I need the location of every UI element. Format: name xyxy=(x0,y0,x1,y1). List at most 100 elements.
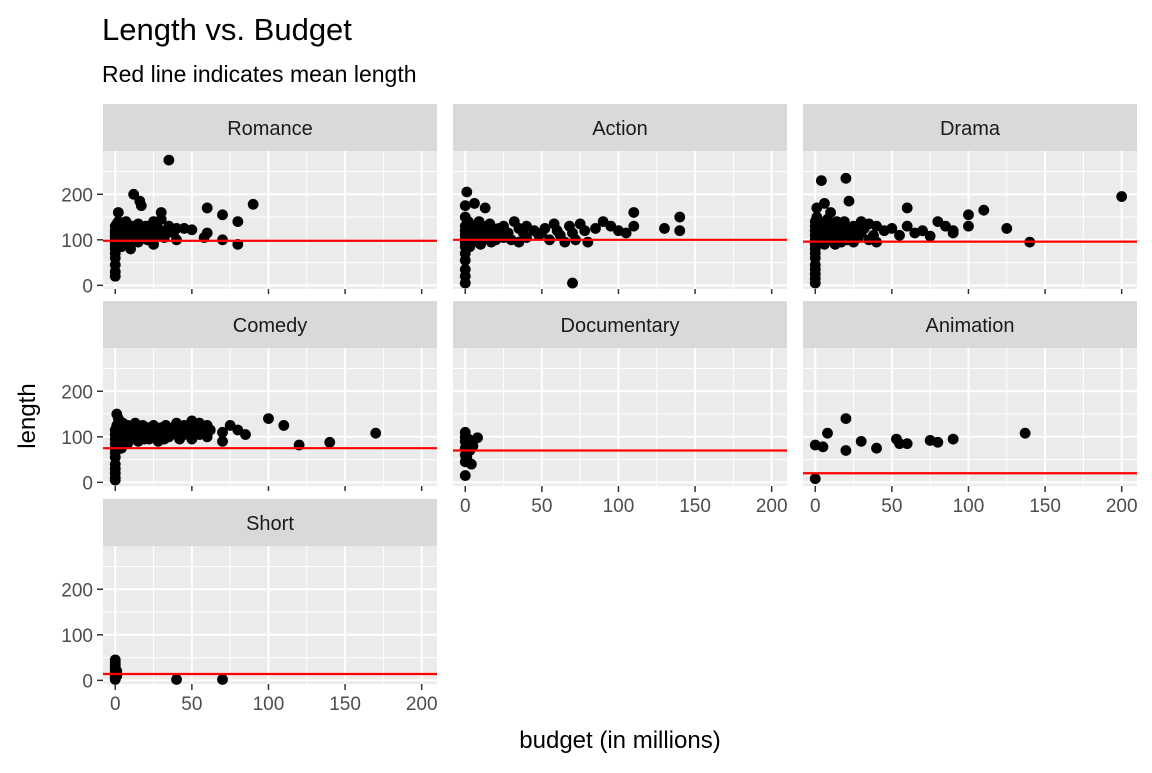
data-point xyxy=(567,277,578,289)
x-tick-label: 200 xyxy=(406,694,438,715)
data-point xyxy=(278,420,290,431)
data-point xyxy=(201,202,213,214)
y-tick-label: 0 xyxy=(82,671,93,692)
data-point xyxy=(674,225,686,237)
data-point xyxy=(628,207,640,218)
chart-title: Length vs. Budget xyxy=(102,12,352,47)
data-point xyxy=(465,458,477,470)
data-point xyxy=(963,220,974,232)
panel-background-short xyxy=(103,546,437,684)
data-point xyxy=(370,427,382,439)
facet-romance: Romance 0 100 200 xyxy=(61,104,437,297)
facet-strip-action xyxy=(453,104,787,151)
y-tick-label: 200 xyxy=(61,580,93,601)
data-point xyxy=(924,230,936,242)
x-tick-label: 0 xyxy=(460,496,471,517)
data-point xyxy=(217,435,228,447)
data-point xyxy=(459,470,471,481)
data-point xyxy=(978,204,990,216)
data-point xyxy=(894,438,905,450)
facet-strip-short xyxy=(103,499,437,546)
data-point xyxy=(901,438,913,450)
data-point xyxy=(472,432,483,444)
facet-documentary: Documentary 0 50 100 150 200 xyxy=(453,301,788,517)
x-tick-label: 150 xyxy=(1029,496,1061,517)
data-point xyxy=(659,223,670,234)
data-point xyxy=(843,195,855,207)
facet-label-comedy: Comedy xyxy=(233,315,307,337)
data-point xyxy=(155,207,167,218)
data-point xyxy=(559,236,571,248)
x-tick-label: 50 xyxy=(531,496,552,517)
data-point xyxy=(871,442,882,454)
x-tick-label: 100 xyxy=(603,496,635,517)
data-point xyxy=(201,227,213,239)
data-point xyxy=(819,197,830,209)
facet-comedy: Comedy 0 100 200 xyxy=(61,301,437,494)
data-point xyxy=(204,424,216,436)
data-point xyxy=(628,220,640,232)
panel-background-action xyxy=(453,151,787,289)
y-tick-label: 100 xyxy=(61,626,93,647)
data-point xyxy=(894,229,905,241)
data-point xyxy=(263,413,274,424)
panel-background-animation xyxy=(803,348,1137,486)
data-point xyxy=(232,216,244,227)
data-point xyxy=(1001,223,1013,234)
data-point xyxy=(582,236,594,248)
data-point xyxy=(461,186,473,198)
x-tick-label: 100 xyxy=(253,694,285,715)
data-point xyxy=(579,225,591,237)
facet-label-animation: Animation xyxy=(926,315,1015,337)
facet-strip-drama xyxy=(803,104,1137,151)
data-point xyxy=(217,674,228,685)
data-point xyxy=(467,440,479,452)
data-point xyxy=(947,433,959,445)
data-point xyxy=(539,223,551,234)
facet-label-romance: Romance xyxy=(227,118,313,140)
data-point xyxy=(171,674,182,685)
data-point xyxy=(171,223,182,234)
data-point xyxy=(186,224,198,236)
data-point xyxy=(840,413,852,424)
facet-animation: Animation 0 50 100 150 200 xyxy=(803,301,1138,517)
data-point xyxy=(963,209,974,221)
facet-action: Action xyxy=(453,104,787,294)
data-point xyxy=(674,211,686,223)
facet-label-documentary: Documentary xyxy=(561,315,680,337)
data-point xyxy=(459,200,471,212)
data-point xyxy=(840,445,852,456)
chart-subtitle: Red line indicates mean length xyxy=(102,61,417,87)
x-tick-label: 50 xyxy=(881,496,902,517)
facet-short: Short 0 100 200 0 50 100 150 200 xyxy=(61,499,438,715)
y-tick-label: 200 xyxy=(61,382,93,403)
x-tick-label: 150 xyxy=(679,496,711,517)
x-tick-label: 200 xyxy=(1106,496,1138,517)
data-point xyxy=(469,197,480,209)
data-point xyxy=(163,154,175,166)
x-tick-label: 0 xyxy=(810,496,821,517)
data-point xyxy=(620,227,632,239)
data-point xyxy=(840,172,852,184)
x-tick-label: 200 xyxy=(756,496,788,517)
facet-strip-romance xyxy=(103,104,437,151)
data-point xyxy=(825,207,836,218)
y-tick-label: 100 xyxy=(61,428,93,449)
x-axis-title: budget (in millions) xyxy=(519,727,720,754)
data-point xyxy=(135,200,147,212)
data-point xyxy=(815,175,827,187)
x-tick-label: 100 xyxy=(953,496,985,517)
data-point xyxy=(947,225,959,237)
data-point xyxy=(901,202,913,214)
x-tick-label: 50 xyxy=(181,694,202,715)
data-point xyxy=(217,426,228,438)
data-point xyxy=(217,209,228,221)
data-point xyxy=(125,243,136,255)
facet-strip-documentary xyxy=(453,301,787,348)
data-point xyxy=(901,220,913,232)
x-tick-label: 0 xyxy=(110,694,121,715)
data-point xyxy=(479,202,491,214)
